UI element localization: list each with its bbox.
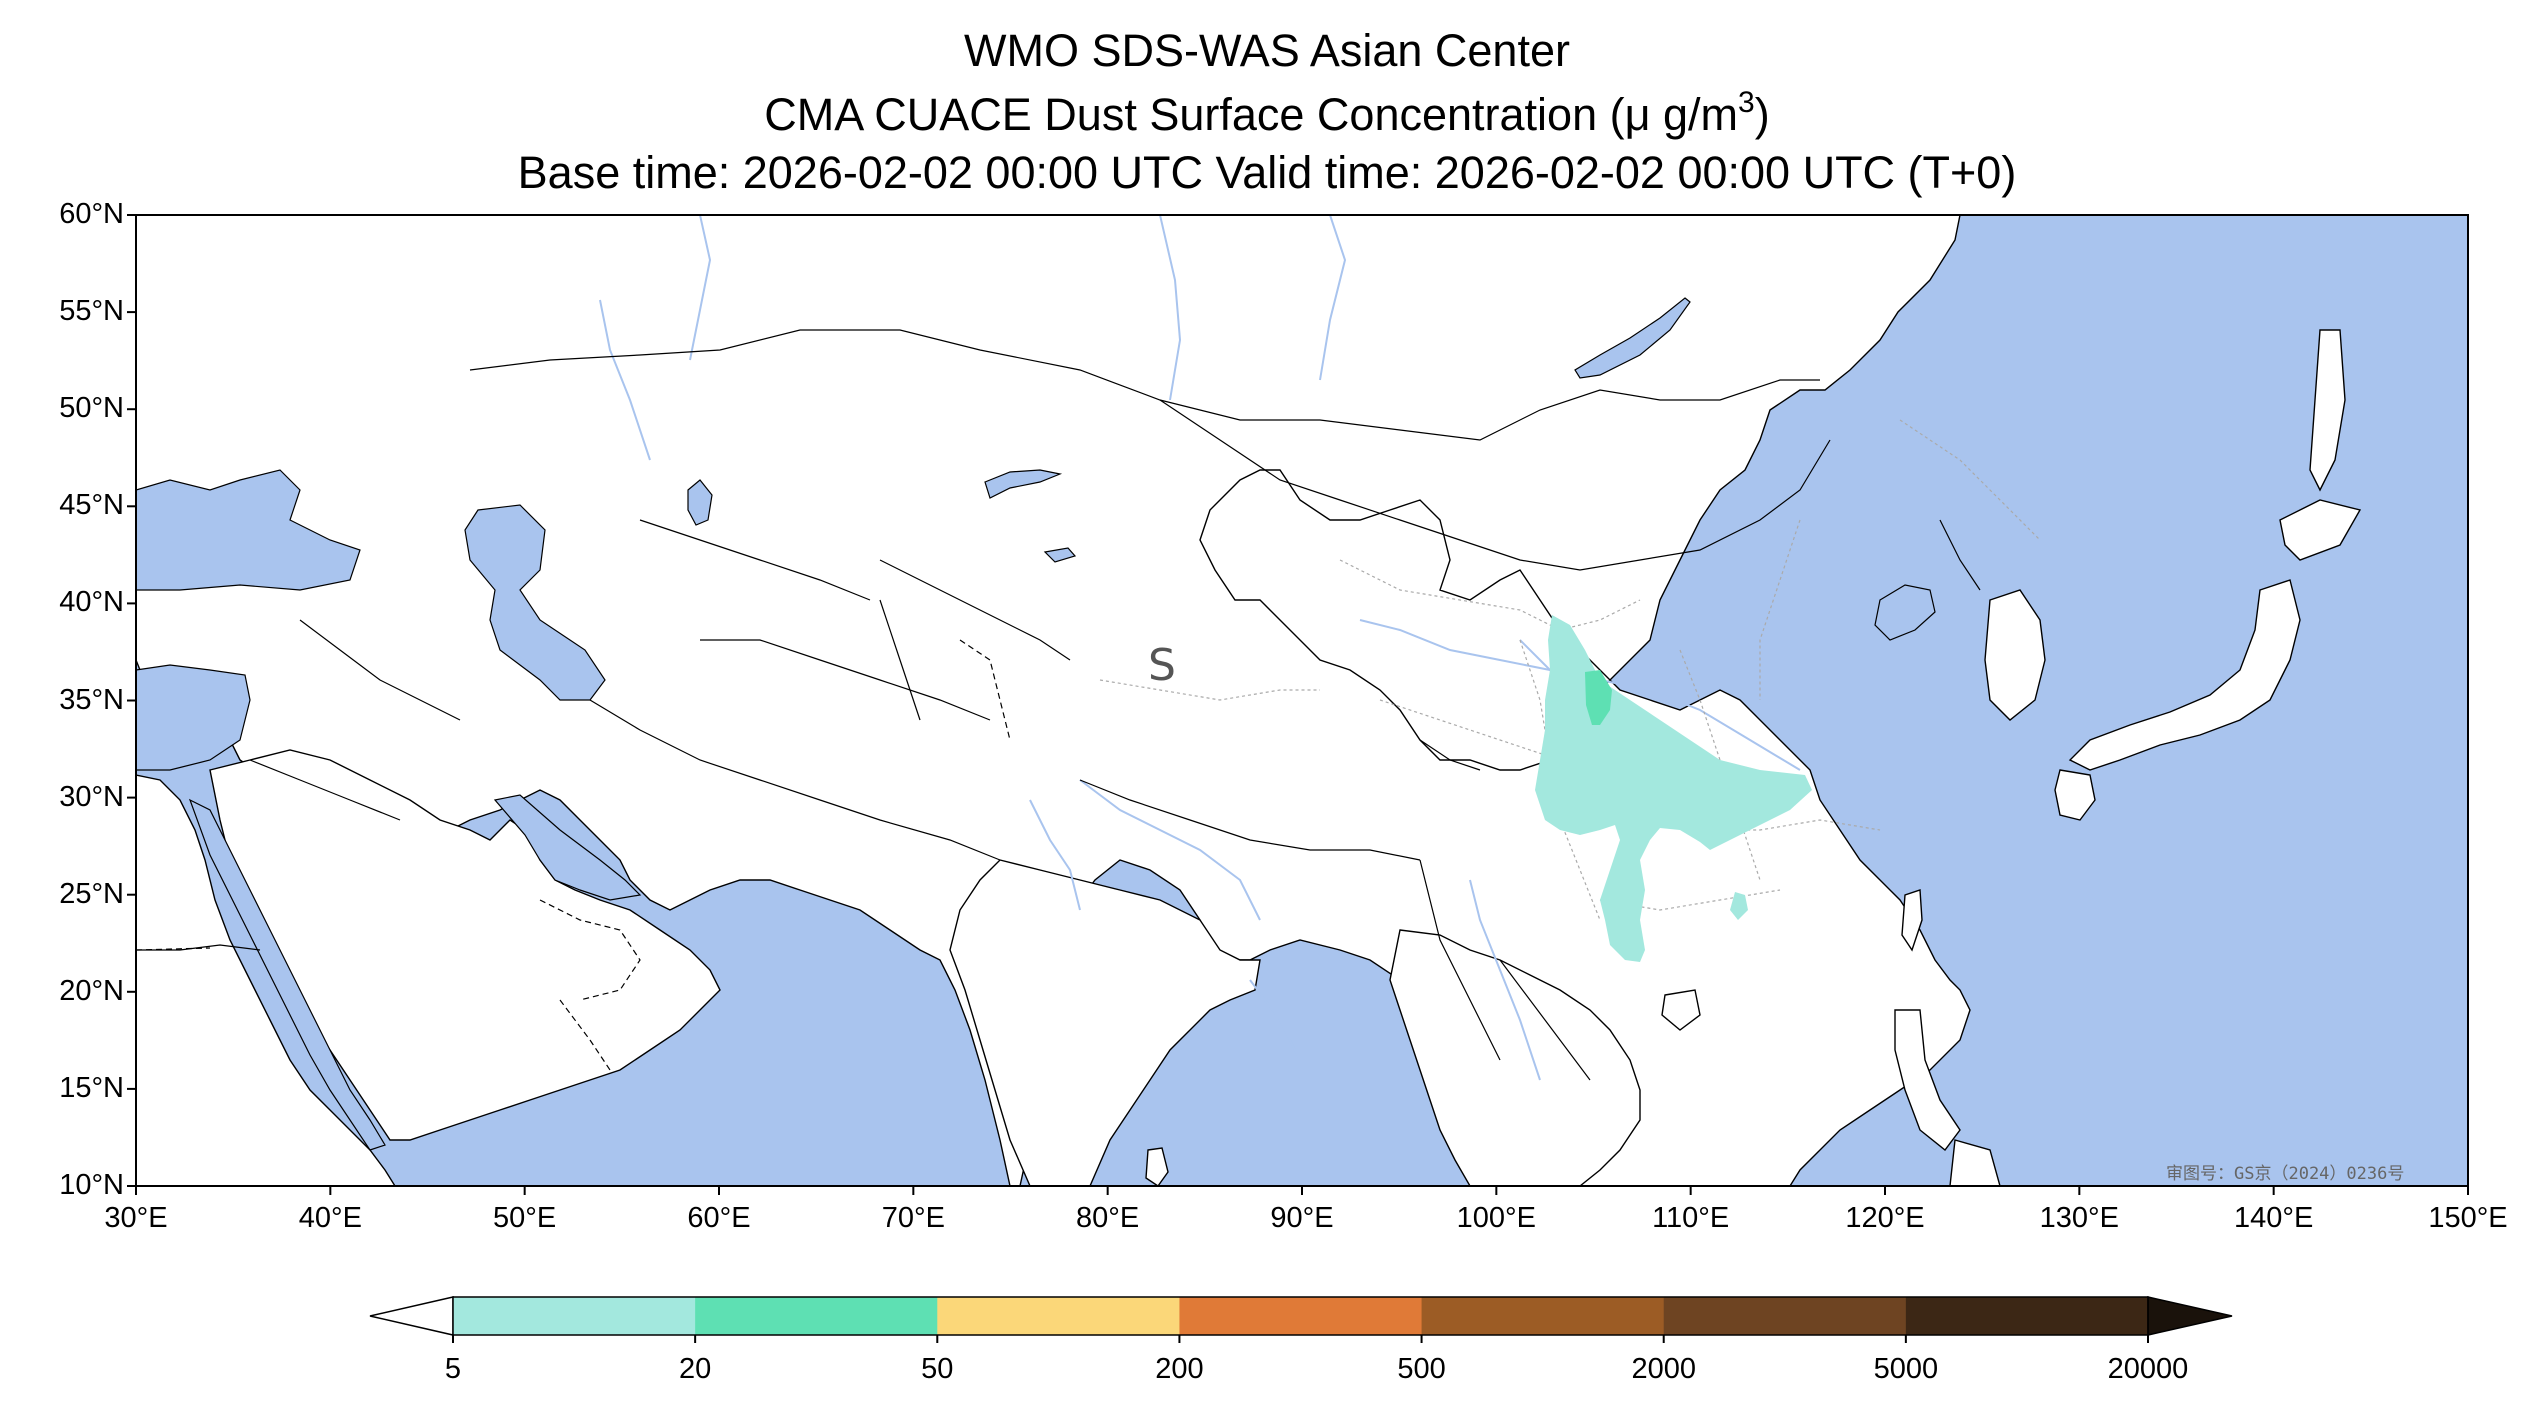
lat-label-10: 10°N: [59, 1169, 124, 1201]
bohai-sea: [1874, 584, 1936, 641]
colorbar-segment-1: [695, 1297, 938, 1335]
title-line-2: CMA CUACE Dust Surface Concentration (μ …: [0, 88, 2534, 140]
land-hainan: [1661, 989, 1701, 1031]
lake-issyk-kul: [1043, 547, 1077, 563]
national-borders: [136, 329, 1981, 1081]
colorbar-segment-0: [453, 1297, 696, 1335]
lat-label-2: 50°N: [59, 392, 124, 425]
colorbar: [369, 1296, 2233, 1343]
land-africa: [136, 774, 396, 1186]
title-line-2-sup: 3: [1738, 86, 1755, 119]
lon-label-3: 60°E: [687, 1202, 751, 1234]
colorbar-under-arrow: [369, 1296, 454, 1336]
title-line-1: WMO SDS-WAS Asian Center: [964, 25, 1570, 76]
colorbar-segment-3: [1179, 1297, 1423, 1335]
red-sea: [188, 798, 386, 1151]
colorbar-over-arrow: [2147, 1296, 2233, 1336]
lat-label-3: 45°N: [59, 489, 124, 522]
lon-label-7: 100°E: [1456, 1202, 1536, 1234]
lat-label-5: 35°N: [59, 683, 124, 716]
colorbar-segment-2: [937, 1297, 1180, 1335]
colorbar-tick-label-6: 5000: [1873, 1353, 1939, 1385]
land-sakhalin: [2309, 329, 2346, 492]
colorbar-segment-6: [1905, 1297, 2149, 1335]
persian-gulf: [493, 794, 642, 901]
aral-sea: [687, 479, 713, 526]
lat-label-9: 15°N: [59, 1071, 124, 1104]
land-sri-lanka: [1145, 1147, 1169, 1186]
title-line-2-main: CMA CUACE Dust Surface Concentration (μ …: [764, 89, 1739, 140]
land-luzon: [1894, 1009, 1961, 1151]
land-indochina: [1389, 929, 1641, 1186]
lon-label-11: 140°E: [2233, 1202, 2314, 1234]
lat-label-8: 20°N: [59, 974, 124, 1007]
lon-label-8: 110°E: [1652, 1202, 1730, 1234]
mediterranean-east: [136, 664, 251, 771]
colorbar-tick-label-0: 5: [444, 1353, 462, 1385]
black-sea: [136, 469, 361, 591]
dust-field: [1535, 615, 1812, 962]
lon-label-5: 80°E: [1076, 1202, 1140, 1234]
lon-label-4: 70°E: [881, 1202, 945, 1234]
colorbar-frame: [452, 1296, 2149, 1336]
colorbar-segment-4: [1421, 1297, 1665, 1335]
colorbar-tick-label-5: 2000: [1631, 1353, 1696, 1385]
map-overlay-letter: S: [1148, 640, 1176, 691]
lon-label-2: 50°E: [493, 1202, 557, 1234]
lat-label-6: 30°N: [59, 780, 124, 813]
lake-baikal: [1574, 297, 1691, 379]
map-approval-stamp: 审图号：GS京（2024）0236号: [2166, 1164, 2405, 1184]
lat-label-4: 40°N: [59, 586, 124, 619]
lon-label-10: 130°E: [2039, 1202, 2119, 1234]
colorbar-tick-label-7: 20000: [2107, 1353, 2189, 1385]
colorbar-segment-5: [1663, 1297, 1907, 1335]
axis-ticks: [127, 214, 2469, 1195]
lat-label-0: 60°N: [59, 198, 124, 230]
lake-balkhash: [984, 469, 1063, 499]
lon-label-12: 150°E: [2428, 1202, 2508, 1234]
lat-label-7: 25°N: [59, 877, 124, 910]
colorbar-tick-label-4: 500: [1397, 1353, 1446, 1385]
dashed-boundaries: [136, 639, 1011, 1071]
colorbar-tick-label-3: 200: [1155, 1353, 1204, 1385]
land-korea: [1984, 589, 2046, 721]
lon-label-6: 90°E: [1270, 1202, 1334, 1234]
rivers: [599, 215, 1801, 1111]
lon-label-1: 40°E: [298, 1202, 362, 1234]
colorbar-tick-label-1: 20: [679, 1353, 712, 1385]
lon-label-0: 30°E: [104, 1202, 168, 1234]
land-japan-hokkaido: [2279, 499, 2362, 561]
land-japan-kyushu: [2054, 769, 2096, 821]
land-philippines-south: [1949, 1139, 2001, 1186]
title-line-3: Base time: 2026-02-02 00:00 UTC Valid ti…: [517, 147, 2017, 198]
colorbar-tick-label-2: 50: [921, 1353, 954, 1385]
land-eurasia: [136, 215, 1971, 1186]
lat-label-1: 55°N: [59, 295, 124, 328]
land-taiwan: [1901, 889, 1923, 952]
caspian-sea: [464, 504, 606, 701]
title-line-2-end: ): [1754, 89, 1770, 140]
land-india: [949, 859, 1261, 1186]
land-japan-honshu: [2068, 579, 2301, 771]
lon-label-9: 120°E: [1845, 1202, 1925, 1234]
dust-level-5-patch: [1730, 892, 1748, 920]
dust-level-20: [1585, 670, 1612, 725]
